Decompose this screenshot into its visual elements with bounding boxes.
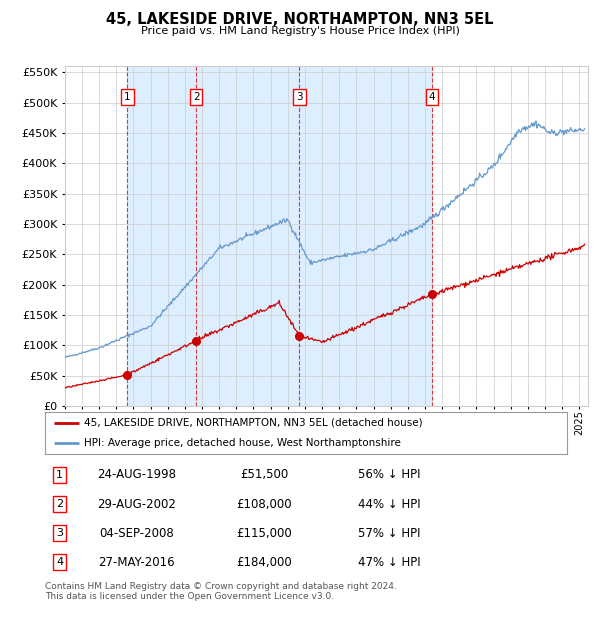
Text: 1: 1 <box>56 470 63 480</box>
Text: £51,500: £51,500 <box>240 468 289 481</box>
Text: £184,000: £184,000 <box>236 556 292 569</box>
Text: 44% ↓ HPI: 44% ↓ HPI <box>358 497 421 510</box>
Text: 45, LAKESIDE DRIVE, NORTHAMPTON, NN3 5EL: 45, LAKESIDE DRIVE, NORTHAMPTON, NN3 5EL <box>106 12 494 27</box>
Text: 04-SEP-2008: 04-SEP-2008 <box>99 527 174 539</box>
Bar <box>127 66 432 406</box>
Text: 45, LAKESIDE DRIVE, NORTHAMPTON, NN3 5EL (detached house): 45, LAKESIDE DRIVE, NORTHAMPTON, NN3 5EL… <box>84 418 423 428</box>
Text: HPI: Average price, detached house, West Northamptonshire: HPI: Average price, detached house, West… <box>84 438 401 448</box>
Text: 57% ↓ HPI: 57% ↓ HPI <box>358 527 421 539</box>
Text: 4: 4 <box>428 92 435 102</box>
Text: £108,000: £108,000 <box>236 497 292 510</box>
Text: 27-MAY-2016: 27-MAY-2016 <box>98 556 175 569</box>
Text: 29-AUG-2002: 29-AUG-2002 <box>97 497 176 510</box>
Text: 47% ↓ HPI: 47% ↓ HPI <box>358 556 421 569</box>
Text: 3: 3 <box>56 528 63 538</box>
Text: 4: 4 <box>56 557 63 567</box>
Text: 2: 2 <box>56 499 63 509</box>
Text: 3: 3 <box>296 92 303 102</box>
Text: £115,000: £115,000 <box>236 527 292 539</box>
Text: 1: 1 <box>124 92 131 102</box>
Text: 24-AUG-1998: 24-AUG-1998 <box>97 468 176 481</box>
Text: 56% ↓ HPI: 56% ↓ HPI <box>358 468 421 481</box>
Text: Price paid vs. HM Land Registry's House Price Index (HPI): Price paid vs. HM Land Registry's House … <box>140 26 460 36</box>
Text: 2: 2 <box>193 92 200 102</box>
Text: Contains HM Land Registry data © Crown copyright and database right 2024.
This d: Contains HM Land Registry data © Crown c… <box>45 582 397 601</box>
